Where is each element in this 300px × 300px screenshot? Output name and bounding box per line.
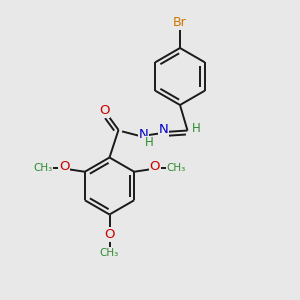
Text: O: O	[104, 228, 115, 241]
Text: CH₃: CH₃	[167, 163, 186, 173]
Text: N: N	[139, 128, 148, 142]
Text: CH₃: CH₃	[100, 248, 119, 258]
Text: H: H	[191, 122, 200, 136]
Text: O: O	[99, 104, 110, 117]
Text: O: O	[59, 160, 69, 172]
Text: CH₃: CH₃	[33, 163, 52, 173]
Text: O: O	[150, 160, 160, 172]
Text: N: N	[159, 123, 168, 136]
Text: Br: Br	[173, 16, 187, 29]
Text: H: H	[145, 136, 154, 149]
